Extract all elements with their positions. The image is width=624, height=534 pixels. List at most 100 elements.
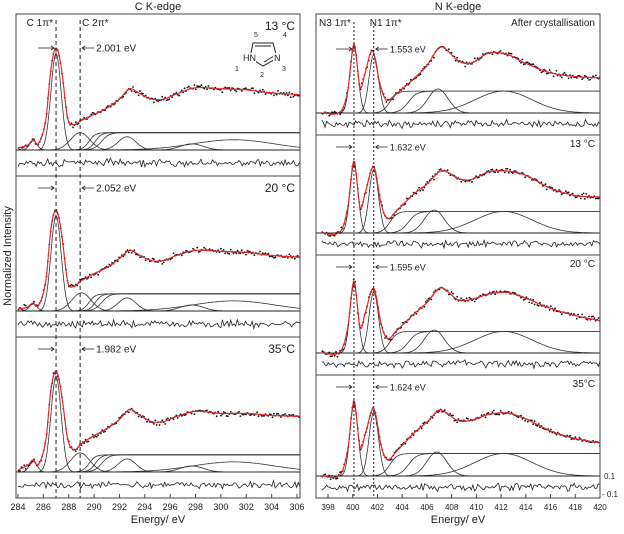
data-point [222,249,225,251]
arrow-left-icon [375,264,388,270]
data-point [575,317,578,320]
fit-curve [321,281,600,356]
data-point [203,246,206,249]
peak-label: C 2π* [82,18,108,29]
data-point [570,438,573,440]
data-point [499,50,502,52]
peak-separation-label: 1.982 eV [96,345,136,356]
data-point [590,315,593,318]
data-point [24,304,27,307]
temperature-label: 35°C [268,342,295,356]
data-point [280,416,282,418]
data-point [259,250,261,253]
data-point [575,77,578,79]
data-point [331,111,333,113]
data-point [558,189,560,191]
data-point [70,122,73,125]
data-point [560,313,563,316]
data-point [389,338,392,341]
data-point [473,300,476,303]
data-point [426,299,429,302]
data-point [336,477,339,480]
data-point [520,414,522,417]
x-tick-label: 292 [112,502,127,512]
data-point [200,84,203,86]
data-point [495,290,498,293]
data-point [597,197,600,200]
x-tick-label: 410 [470,503,484,512]
data-point [511,172,514,175]
data-point [102,431,105,433]
data-point [24,467,27,470]
data-point [336,231,339,234]
data-point [83,116,86,119]
data-point [492,290,495,293]
residual-curve [17,157,300,168]
data-point [93,436,95,439]
data-point [510,52,513,55]
spectrum-panel [16,370,300,490]
data-point [180,89,183,92]
data-point [524,176,526,179]
data-point [419,73,422,76]
data-point [21,309,24,311]
data-point [578,436,581,439]
data-point [454,59,457,62]
atom-number: 1 [235,66,239,73]
data-point [494,171,497,174]
residual-tick-label: - 0.1 [602,490,619,499]
data-point [240,90,243,92]
data-point [584,74,586,77]
data-point [588,315,590,318]
data-point [521,171,524,174]
data-point [464,180,467,183]
data-point [161,263,164,265]
data-point [548,69,551,71]
data-point [287,94,289,97]
data-point [221,91,224,94]
spectrum-panel [316,278,600,370]
data-point [288,253,291,256]
data-point [468,296,471,299]
data-point [467,418,469,420]
data-point [167,417,169,420]
data-point [224,86,227,89]
data-point [271,416,274,419]
edge-title: N K-edge [435,1,481,13]
data-point [139,256,141,259]
data-point [19,470,21,472]
component-peak [321,211,600,234]
data-point [464,65,467,68]
data-point [256,411,259,414]
fit-curve [17,209,300,310]
data-point [328,114,331,117]
x-tick-label: 286 [36,502,51,512]
data-point [385,101,388,103]
data-point [536,425,539,427]
data-point [245,253,247,256]
temperature-label: 13 °C [570,139,595,150]
data-point [86,278,88,280]
data-point [239,252,242,255]
peak-label: N1 1π* [370,18,402,29]
arrow-right-icon [335,384,353,390]
data-point [127,411,130,414]
residual-curve [321,359,600,370]
data-point [154,419,157,422]
component-peak [18,293,300,312]
data-point [333,234,336,237]
data-point [514,170,517,173]
data-point [532,298,535,301]
data-point [422,189,424,192]
data-point [427,297,430,300]
data-point [245,87,247,90]
data-point [231,87,234,89]
data-point [339,471,341,474]
data-point [450,291,453,293]
data-point [108,263,111,266]
data-point [473,57,476,60]
data-point [20,466,23,468]
component-peak [18,139,300,151]
data-point [431,175,434,178]
component-peak [18,132,300,151]
